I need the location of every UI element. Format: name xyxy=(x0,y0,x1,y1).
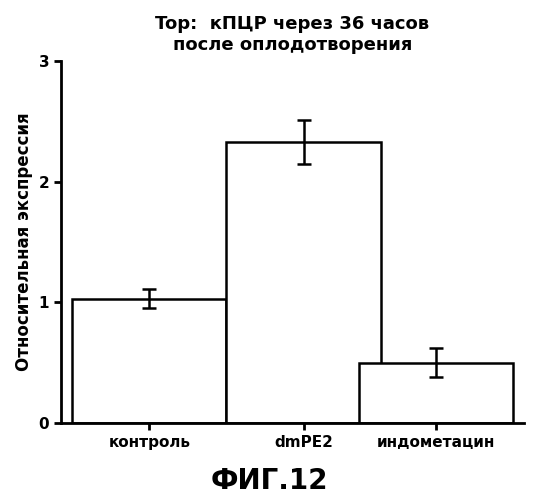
Y-axis label: Относительная экспрессия: Относительная экспрессия xyxy=(15,112,33,372)
Title: Top:  кПЦР через 36 часов
после оплодотворения: Top: кПЦР через 36 часов после оплодотво… xyxy=(155,15,430,54)
Text: ФИГ.12: ФИГ.12 xyxy=(211,467,328,495)
Bar xyxy=(226,142,381,423)
Bar xyxy=(72,299,226,423)
Bar xyxy=(358,363,513,423)
